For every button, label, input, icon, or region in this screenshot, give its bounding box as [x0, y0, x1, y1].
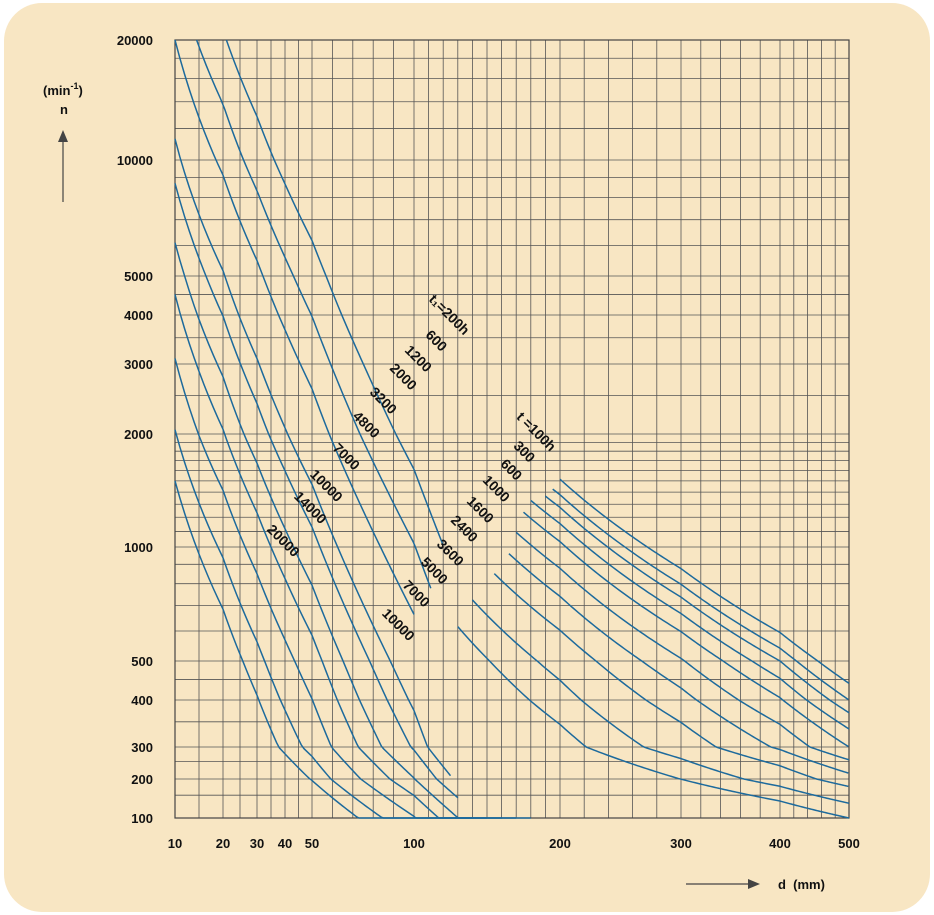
curve-label-group1: 4800 — [350, 408, 383, 441]
x-tick-label: 50 — [305, 836, 319, 851]
curve-label-group2: 2400 — [448, 512, 481, 545]
x-tick-label: 100 — [403, 836, 425, 851]
y-tick-label: 20000 — [117, 33, 153, 48]
x-tick-label: 40 — [278, 836, 292, 851]
curve-group2-9 — [471, 599, 850, 804]
y-axis-arrow — [58, 130, 68, 202]
curve-group1-10 — [174, 480, 531, 819]
curve-group1-6 — [174, 242, 473, 819]
curve-group1-4 — [174, 138, 452, 777]
curve-group2-5 — [523, 511, 849, 748]
y-tick-label: 100 — [131, 811, 153, 826]
curves — [174, 39, 850, 819]
curve-group1-3 — [225, 39, 444, 546]
y-tick-label: 500 — [131, 654, 153, 669]
curve-group2-7 — [508, 553, 849, 774]
y-tick-label: 400 — [131, 693, 153, 708]
y-tick-label: 200 — [131, 772, 153, 787]
curve-label-group1: 600 — [423, 327, 451, 355]
curve-group2-2 — [552, 488, 849, 701]
x-tick-label: 20 — [216, 836, 230, 851]
curve-group2-3 — [544, 495, 850, 714]
x-tick-label: 400 — [769, 836, 791, 851]
y-tick-label: 2000 — [124, 427, 153, 442]
x-axis-arrow — [686, 879, 760, 889]
y-tick-label: 300 — [131, 740, 153, 755]
y-tick-label: 10000 — [117, 153, 153, 168]
curve-group1-8 — [174, 358, 502, 819]
plot-frame — [174, 39, 850, 819]
x-axis-label: d (mm) — [778, 877, 825, 892]
curve-label-group1: 7000 — [330, 440, 363, 473]
curve-labels: t₁=200h600120020003200480070001000014000… — [264, 291, 559, 644]
chart-background-panel — [4, 3, 930, 912]
curve-group2-1 — [559, 478, 850, 684]
x-tick-label: 30 — [250, 836, 264, 851]
curve-group1-9 — [174, 429, 517, 819]
y-tick-label: 5000 — [124, 269, 153, 284]
axis-ticks: 10 20 30 40 50 100 200 300 400 500 20000 10000 5000 4… — [117, 33, 860, 851]
curve-group1-5 — [174, 183, 459, 799]
curve-group2-8 — [493, 573, 849, 788]
curve-group2-10 — [457, 626, 850, 819]
y-axis-unit: (min-1) — [43, 81, 83, 98]
curve-group1-1 — [174, 39, 415, 615]
y-tick-label: 3000 — [124, 357, 153, 372]
x-tick-label: 500 — [838, 836, 860, 851]
y-tick-label: 1000 — [124, 540, 153, 555]
curve-label-group1: 3200 — [367, 384, 400, 417]
x-tick-label: 300 — [670, 836, 692, 851]
y-tick-label: 4000 — [124, 308, 153, 323]
curve-group1-2 — [195, 39, 432, 589]
grid — [174, 39, 850, 819]
x-tick-label: 200 — [549, 836, 571, 851]
curve-group2-4 — [530, 499, 850, 730]
x-tick-label: 10 — [168, 836, 182, 851]
y-axis-symbol: n — [60, 102, 68, 117]
curve-group2-6 — [515, 531, 850, 761]
